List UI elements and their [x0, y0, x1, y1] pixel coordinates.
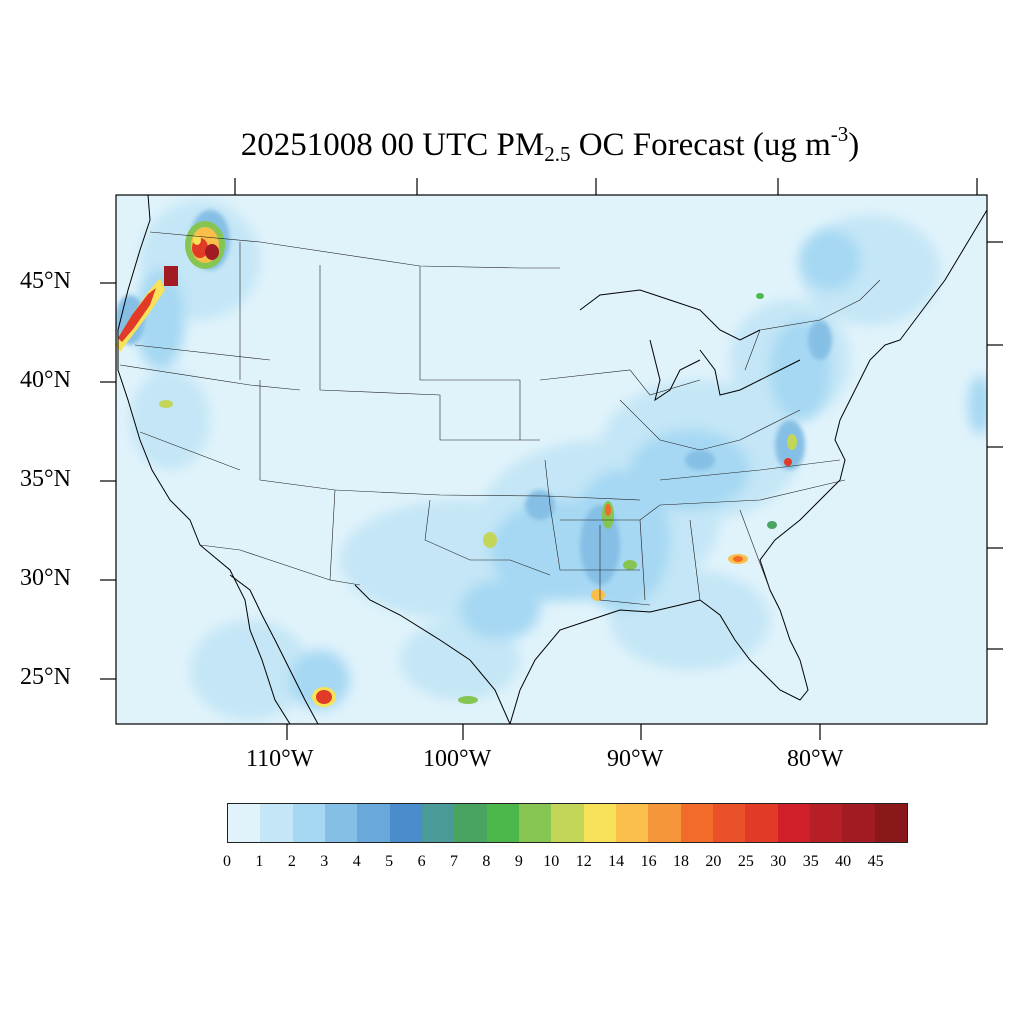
colorbar-label: 30	[770, 853, 787, 870]
lat-label-40n: 40°N	[20, 367, 71, 393]
colorbar-label: 25	[737, 853, 754, 870]
colorbar	[227, 803, 908, 843]
colorbar-swatch	[260, 804, 293, 842]
colorbar-label: 5	[385, 853, 394, 870]
hotspot-pacific-northwest-coast	[116, 266, 178, 352]
colorbar-swatch	[583, 804, 616, 842]
colorbar-label: 10	[543, 853, 560, 870]
colorbar-swatch	[777, 804, 810, 842]
colorbar-label: 9	[514, 853, 523, 870]
colorbar-label: 0	[223, 853, 231, 870]
colorbar-label: 20	[705, 853, 722, 870]
colorbar-swatch	[292, 804, 325, 842]
lat-label-35n: 35°N	[20, 466, 71, 492]
lon-label-110w: 110°W	[246, 746, 314, 772]
map-frame	[115, 194, 988, 725]
lon-label-80w: 80°W	[787, 746, 844, 772]
concentration-field	[116, 195, 987, 724]
colorbar-swatch	[874, 804, 907, 842]
colorbar-label: 3	[320, 853, 329, 870]
colorbar-swatch	[551, 804, 584, 842]
colorbar-swatch	[615, 804, 649, 842]
axis-ticks	[100, 178, 1003, 740]
colorbar-swatch	[648, 804, 681, 842]
map-title: 20251008 00 UTC PM2.5 OC Forecast (ug m-…	[240, 122, 860, 166]
state-borders	[119, 231, 881, 606]
hotspot-misc	[159, 293, 797, 707]
colorbar-label: 6	[417, 853, 426, 870]
colorbar-label: 8	[482, 853, 491, 870]
colorbar-swatch	[421, 804, 455, 842]
colorbar-swatch	[324, 804, 358, 842]
colorbar-label: 4	[352, 853, 361, 870]
colorbar-label: 7	[450, 853, 458, 870]
lon-label-90w: 90°W	[607, 746, 664, 772]
colorbar-label: 2	[287, 853, 296, 870]
colorbar-swatch	[712, 804, 746, 842]
hotspot-washington	[185, 221, 225, 269]
lon-label-100w: 100°W	[423, 746, 492, 772]
colorbar-swatch	[357, 804, 390, 842]
colorbar-swatch	[486, 804, 519, 842]
colorbar-label: 16	[640, 853, 657, 870]
lat-label-25n: 25°N	[20, 664, 71, 690]
colorbar-swatch	[454, 804, 487, 842]
coastline	[117, 195, 987, 724]
lat-label-30n: 30°N	[20, 565, 71, 591]
colorbar-swatch	[809, 804, 843, 842]
lat-label-45n: 45°N	[20, 268, 71, 294]
colorbar-swatch	[518, 804, 552, 842]
colorbar-swatch	[842, 804, 875, 842]
colorbar-swatch	[680, 804, 713, 842]
colorbar-swatch	[389, 804, 422, 842]
colorbar-label: 40	[835, 853, 852, 870]
colorbar-label: 45	[867, 853, 884, 870]
colorbar-label: 35	[802, 853, 819, 870]
colorbar-swatch	[228, 804, 261, 842]
colorbar-label: 14	[608, 853, 625, 870]
colorbar-swatch	[745, 804, 778, 842]
colorbar-label: 12	[575, 853, 592, 870]
colorbar-label: 18	[673, 853, 689, 870]
colorbar-label: 1	[255, 853, 264, 870]
